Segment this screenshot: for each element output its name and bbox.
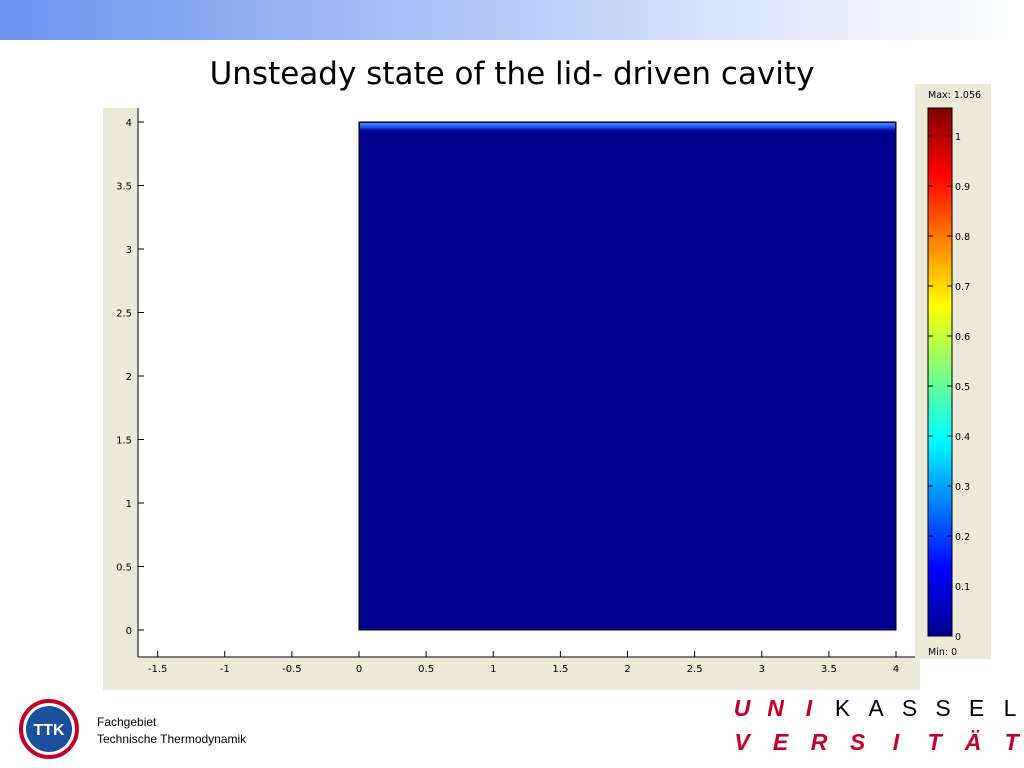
lid-velocity-band	[360, 123, 895, 132]
x-tick-label: 3	[759, 664, 765, 675]
university-letter: L	[1003, 695, 1017, 721]
y-tick-label: 0.5	[116, 563, 132, 574]
university-letter: K	[834, 695, 851, 721]
colorbar-tick-label: 0	[955, 632, 961, 643]
ttk-logo: TTK	[19, 699, 79, 759]
university-letter: S	[901, 695, 918, 721]
x-tick-label: 1	[490, 664, 496, 675]
university-letter: I	[805, 695, 813, 721]
y-tick-label: 1.5	[116, 436, 132, 447]
y-tick-label: 0	[126, 626, 132, 637]
department-line-1: Fachgebiet	[97, 715, 157, 729]
y-tick-label: 4	[126, 118, 132, 129]
svg-text:TTK: TTK	[33, 722, 65, 739]
y-tick-label: 2	[126, 372, 132, 383]
colorbar-tick-label: 0.2	[955, 532, 970, 543]
university-letter: U	[733, 695, 751, 721]
colorbar	[927, 107, 953, 637]
colorbar-tick-label: 0.3	[955, 482, 970, 493]
university-letter: S	[849, 729, 866, 755]
colorbar-tick-label: 0.4	[955, 432, 970, 443]
university-letter: E	[772, 729, 789, 755]
header-gradient-band	[0, 0, 1024, 40]
x-tick-label: 1.5	[552, 664, 568, 675]
x-tick-label: 0	[356, 664, 362, 675]
x-tick-label: -1.5	[148, 664, 168, 675]
colorbar-tick-label: 0.5	[955, 382, 970, 393]
velocity-field-domain	[358, 121, 897, 631]
department-line-2: Technische Thermodynamik	[97, 732, 247, 746]
colorbar-tick-label: 0.7	[955, 282, 970, 293]
y-tick-label: 2.5	[116, 309, 132, 320]
x-tick-label: 2	[624, 664, 630, 675]
university-letter: T	[1004, 729, 1019, 755]
x-tick-label: -1	[220, 664, 230, 675]
colorbar-panel	[915, 84, 991, 659]
university-letter: A	[868, 695, 884, 721]
university-letter: S	[935, 695, 951, 721]
x-tick-label: -0.5	[282, 664, 302, 675]
colorbar-tick-label: 0.9	[955, 182, 970, 193]
x-tick-label: 4	[893, 664, 899, 675]
colorbar-min-label: Min: 0	[928, 647, 957, 658]
colorbar-tick-label: 0.6	[955, 332, 970, 343]
colorbar-tick-label: 1	[955, 132, 961, 143]
university-letter: E	[968, 695, 985, 721]
y-tick-label: 3.5	[116, 182, 132, 193]
x-tick-label: 3.5	[821, 664, 837, 675]
colorbar-tick-label: 0.8	[955, 232, 970, 243]
university-letter: V	[734, 729, 750, 755]
y-tick-label: 3	[126, 245, 132, 256]
colorbar-tick-label: 0.1	[955, 582, 970, 593]
university-letter: Ä	[964, 729, 982, 755]
university-letter: I	[892, 729, 900, 755]
y-tick-label: 1	[126, 499, 132, 510]
university-letter: N	[767, 695, 784, 721]
colorbar-max-label: Max: 1.056	[928, 90, 981, 101]
x-tick-label: 0.5	[418, 664, 434, 675]
x-tick-label: 2.5	[687, 664, 703, 675]
university-letter: R	[810, 729, 828, 755]
slide-title: Unsteady state of the lid- driven cavity	[209, 56, 815, 92]
university-letter: T	[927, 729, 942, 755]
